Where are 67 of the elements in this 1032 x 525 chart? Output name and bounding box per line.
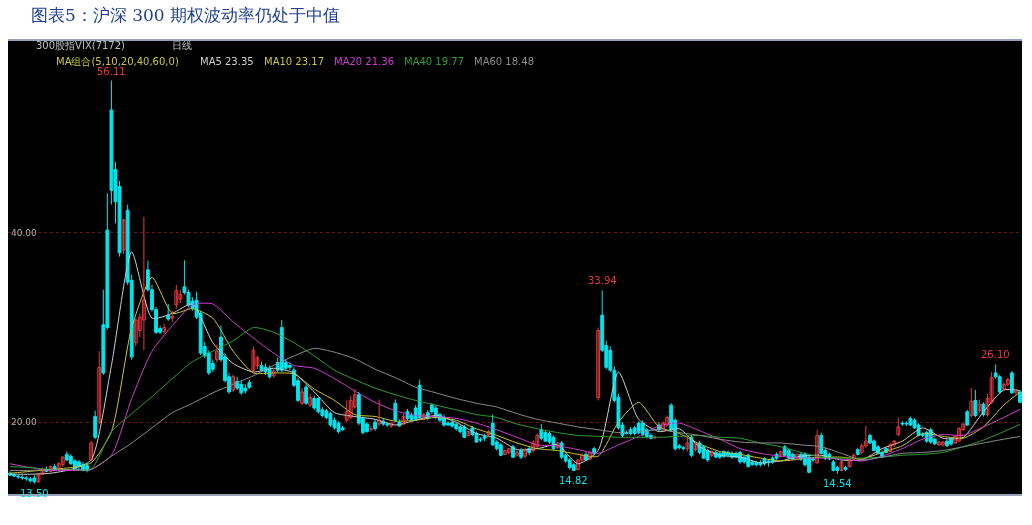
candlestick xyxy=(308,393,313,408)
candlestick xyxy=(977,398,982,414)
candlestick xyxy=(693,440,698,452)
text: MA5 23.35 xyxy=(200,56,254,67)
candlestick xyxy=(957,426,962,443)
candlestick xyxy=(89,440,94,462)
y-tick-label: 20.00 xyxy=(11,417,38,428)
candlestick xyxy=(16,473,21,480)
candlestick xyxy=(940,440,945,448)
text: MA10 23.17 xyxy=(264,56,324,67)
annotation: 日线 xyxy=(172,40,192,51)
annotation: 56.11 xyxy=(97,66,126,77)
candlestick xyxy=(24,475,29,482)
candlestick xyxy=(20,474,25,481)
candlestick xyxy=(251,345,256,374)
y-tick-label: 40.00 xyxy=(11,228,38,239)
annotation: 14.82 xyxy=(559,475,588,486)
candlestick xyxy=(121,218,126,255)
candlestick xyxy=(133,317,138,347)
candlestick xyxy=(892,439,897,448)
candlestick xyxy=(405,408,410,421)
candlestick xyxy=(908,415,913,427)
annotation: 300股指VIX(7172) xyxy=(36,40,126,51)
candlestick xyxy=(766,459,771,468)
candlestick xyxy=(896,416,901,437)
annotation: 26.10 xyxy=(981,349,1010,360)
candlestick xyxy=(389,421,394,429)
candlestick xyxy=(141,216,146,351)
candlestick xyxy=(336,420,341,435)
candlestick xyxy=(385,421,390,428)
candlestick xyxy=(401,413,406,426)
candlestick xyxy=(162,323,167,335)
candlestick xyxy=(170,310,175,323)
candlestick xyxy=(900,420,905,427)
text: MA60 18.48 xyxy=(474,56,534,67)
candlestick xyxy=(839,460,844,472)
candlestick xyxy=(340,425,345,432)
candlestick xyxy=(888,442,893,453)
chart-title: 图表5：沪深 300 期权波动率仍处于中值 xyxy=(30,4,341,25)
annotation: MA组合(5,10,20,40,60,0) xyxy=(56,56,179,67)
text: MA40 19.77 xyxy=(404,56,464,67)
candlestick xyxy=(328,411,333,428)
candlestick xyxy=(936,440,941,447)
text: MA20 21.36 xyxy=(334,56,394,67)
candlestick xyxy=(815,429,820,465)
candlestick xyxy=(681,445,686,452)
candlestick xyxy=(665,415,670,428)
candlestick xyxy=(36,472,41,484)
candlestick xyxy=(596,327,601,401)
candlestick xyxy=(478,436,483,443)
candlestick xyxy=(531,439,536,453)
candlestick xyxy=(174,284,179,310)
annotation: 33.94 xyxy=(588,275,617,286)
candlestick xyxy=(243,383,248,395)
candlestick xyxy=(863,425,868,449)
candlestick xyxy=(28,476,33,484)
candlestick xyxy=(97,350,102,425)
annotation: 13.50 xyxy=(20,488,49,499)
candlestick xyxy=(214,344,219,364)
candlestick xyxy=(904,420,909,427)
candlestick xyxy=(685,434,690,452)
candlestick xyxy=(588,450,592,461)
candlestick xyxy=(344,399,349,423)
annotation: 14.54 xyxy=(823,478,852,489)
candlestick xyxy=(300,387,304,406)
candlestick xyxy=(535,433,540,449)
candlestick xyxy=(231,374,236,393)
